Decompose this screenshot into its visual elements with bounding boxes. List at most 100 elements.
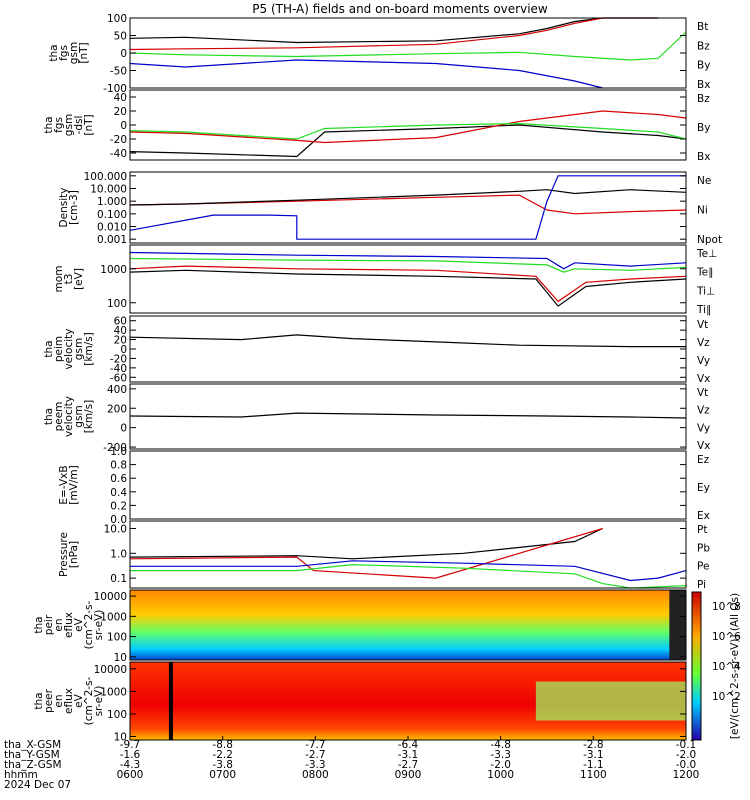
spectrogram-gap [168, 662, 173, 740]
x-position-value: -3.1 [583, 749, 604, 761]
y-tick-label: 1.000 [97, 196, 127, 208]
y-tick-label: 0.0 [110, 514, 127, 526]
legend-Vz: Vz [697, 405, 710, 417]
series-By-line [129, 31, 687, 61]
y-axis-label: tha [43, 340, 55, 357]
y-tick-label: 1.0 [110, 548, 127, 560]
colorbar-label: [eV/(cm^2-s-sr-eV)] (All Qs) [729, 593, 741, 739]
y-tick-label: 10 [114, 652, 127, 664]
x-position-value: -8.8 [212, 739, 233, 751]
y-tick-label: 0.010 [97, 222, 127, 234]
x-position-value: -0.1 [676, 739, 697, 751]
spectrogram-region [535, 681, 686, 721]
panel-frame [129, 244, 687, 314]
x-position-value: -4.3 [120, 759, 141, 771]
y-axis-label: peir [43, 614, 55, 635]
legend-Ti⊥: Ti⊥ [696, 285, 715, 297]
y-tick-label: 0.6 [110, 473, 127, 485]
y-tick-label: -20 [110, 353, 127, 365]
x-row-label: tha_X-GSM [4, 739, 61, 751]
series-Vt-line [129, 412, 687, 419]
y-tick-label: -40 [110, 148, 127, 160]
x-tick-label: 0900 [395, 769, 422, 781]
legend-Ni: Ni [697, 205, 708, 217]
y-tick-label: 0.001 [97, 234, 127, 246]
legend-Vx: Vx [697, 440, 710, 452]
x-position-value: -7.7 [305, 739, 326, 751]
y-tick-label: 400 [107, 384, 127, 396]
y-axis-label: mom [53, 266, 65, 293]
y-tick-label: 0.2 [110, 500, 127, 512]
y-axis-label: gsm [73, 338, 85, 360]
panels-group: 100500-50-100thafgsgsm[nT]BtBzByBx40200-… [33, 13, 722, 744]
y-tick-label: 40 [114, 325, 127, 337]
series-Bz-line [129, 110, 687, 144]
y-tick-label: -50 [110, 66, 127, 78]
x-position-value: -2.7 [305, 749, 326, 761]
y-tick-label: -100 [103, 83, 127, 95]
y-axis-label: [km/s] [83, 400, 95, 434]
y-axis-label: eV [73, 693, 85, 707]
spectrogram-gap [669, 590, 686, 660]
y-tick-label: 100 [107, 13, 127, 25]
y-axis-label: [eV] [73, 268, 85, 290]
series-By-line [129, 122, 687, 140]
legend-Bt: Bt [697, 21, 708, 33]
legend-Vy: Vy [697, 422, 710, 434]
colorbar-tick-label: 10^4 [712, 661, 741, 673]
series-Bz-line [129, 17, 659, 51]
y-axis-label: tha [33, 616, 45, 633]
panel-pressure: 10.0 1.0 0.1 Pressure[nPa] Pt Pb Pe Pi [58, 520, 710, 591]
series-Ti⊥-line [129, 251, 687, 270]
legend-Bz: Bz [697, 40, 710, 52]
y-tick-label: 0.4 [110, 487, 127, 499]
y-axis-label: t3 [63, 274, 75, 285]
series-Pi-line [130, 560, 687, 582]
x-position-value: -3.8 [212, 759, 233, 771]
legend-By: By [697, 60, 710, 72]
y-axis-label: en [53, 694, 65, 707]
panel-peer-eflux: 10000 1000 100 10 thapeerenefluxeV(cm^2-s-sr… [33, 661, 687, 744]
legend-Bx: Bx [697, 79, 710, 91]
y-axis-label: eV [73, 617, 85, 631]
y-axis-label: en [53, 618, 65, 631]
series-Te⊥-line [129, 265, 687, 303]
y-tick-label: -40 [110, 363, 127, 375]
y-axis-label: (cm^2-s- [83, 600, 95, 649]
x-position-value: -6.4 [398, 739, 419, 751]
legend-Ti∥: Ti∥ [696, 304, 711, 316]
y-axis-label: eflux [63, 688, 75, 714]
y-tick-label: 20 [114, 335, 127, 347]
y-tick-label: 20 [114, 106, 127, 118]
x-position-value: -0.0 [676, 759, 697, 771]
x-tick-label: 1100 [580, 769, 607, 781]
series-Ni-line [129, 189, 687, 206]
x-tick-label: 1000 [487, 769, 514, 781]
colorbar-tick-label: 10^6 [712, 631, 741, 643]
panel-frame [129, 383, 687, 450]
y-tick-label: 0 [120, 48, 127, 60]
y-axis-label: peem [53, 402, 65, 432]
panel-frame [129, 450, 687, 520]
x-position-value: -2.0 [490, 759, 511, 771]
legend-Te∥: Te∥ [696, 267, 713, 279]
x-position-value: -2.8 [583, 739, 604, 751]
legend-Pi: Pi [697, 579, 706, 591]
y-tick-label: 100 [107, 709, 127, 721]
y-tick-label: -20 [110, 134, 127, 146]
legend-Te⊥: Te⊥ [696, 248, 717, 260]
x-tick-label: 0700 [209, 769, 236, 781]
y-axis-label: tha [43, 116, 55, 133]
legend-Pt: Pt [697, 524, 707, 536]
y-tick-label: 0 [120, 344, 127, 356]
series-Pb-line [129, 527, 603, 579]
y-axis-label: gsm [68, 42, 80, 64]
x-position-value: -9.7 [120, 739, 141, 751]
y-tick-label: -60 [110, 372, 127, 384]
